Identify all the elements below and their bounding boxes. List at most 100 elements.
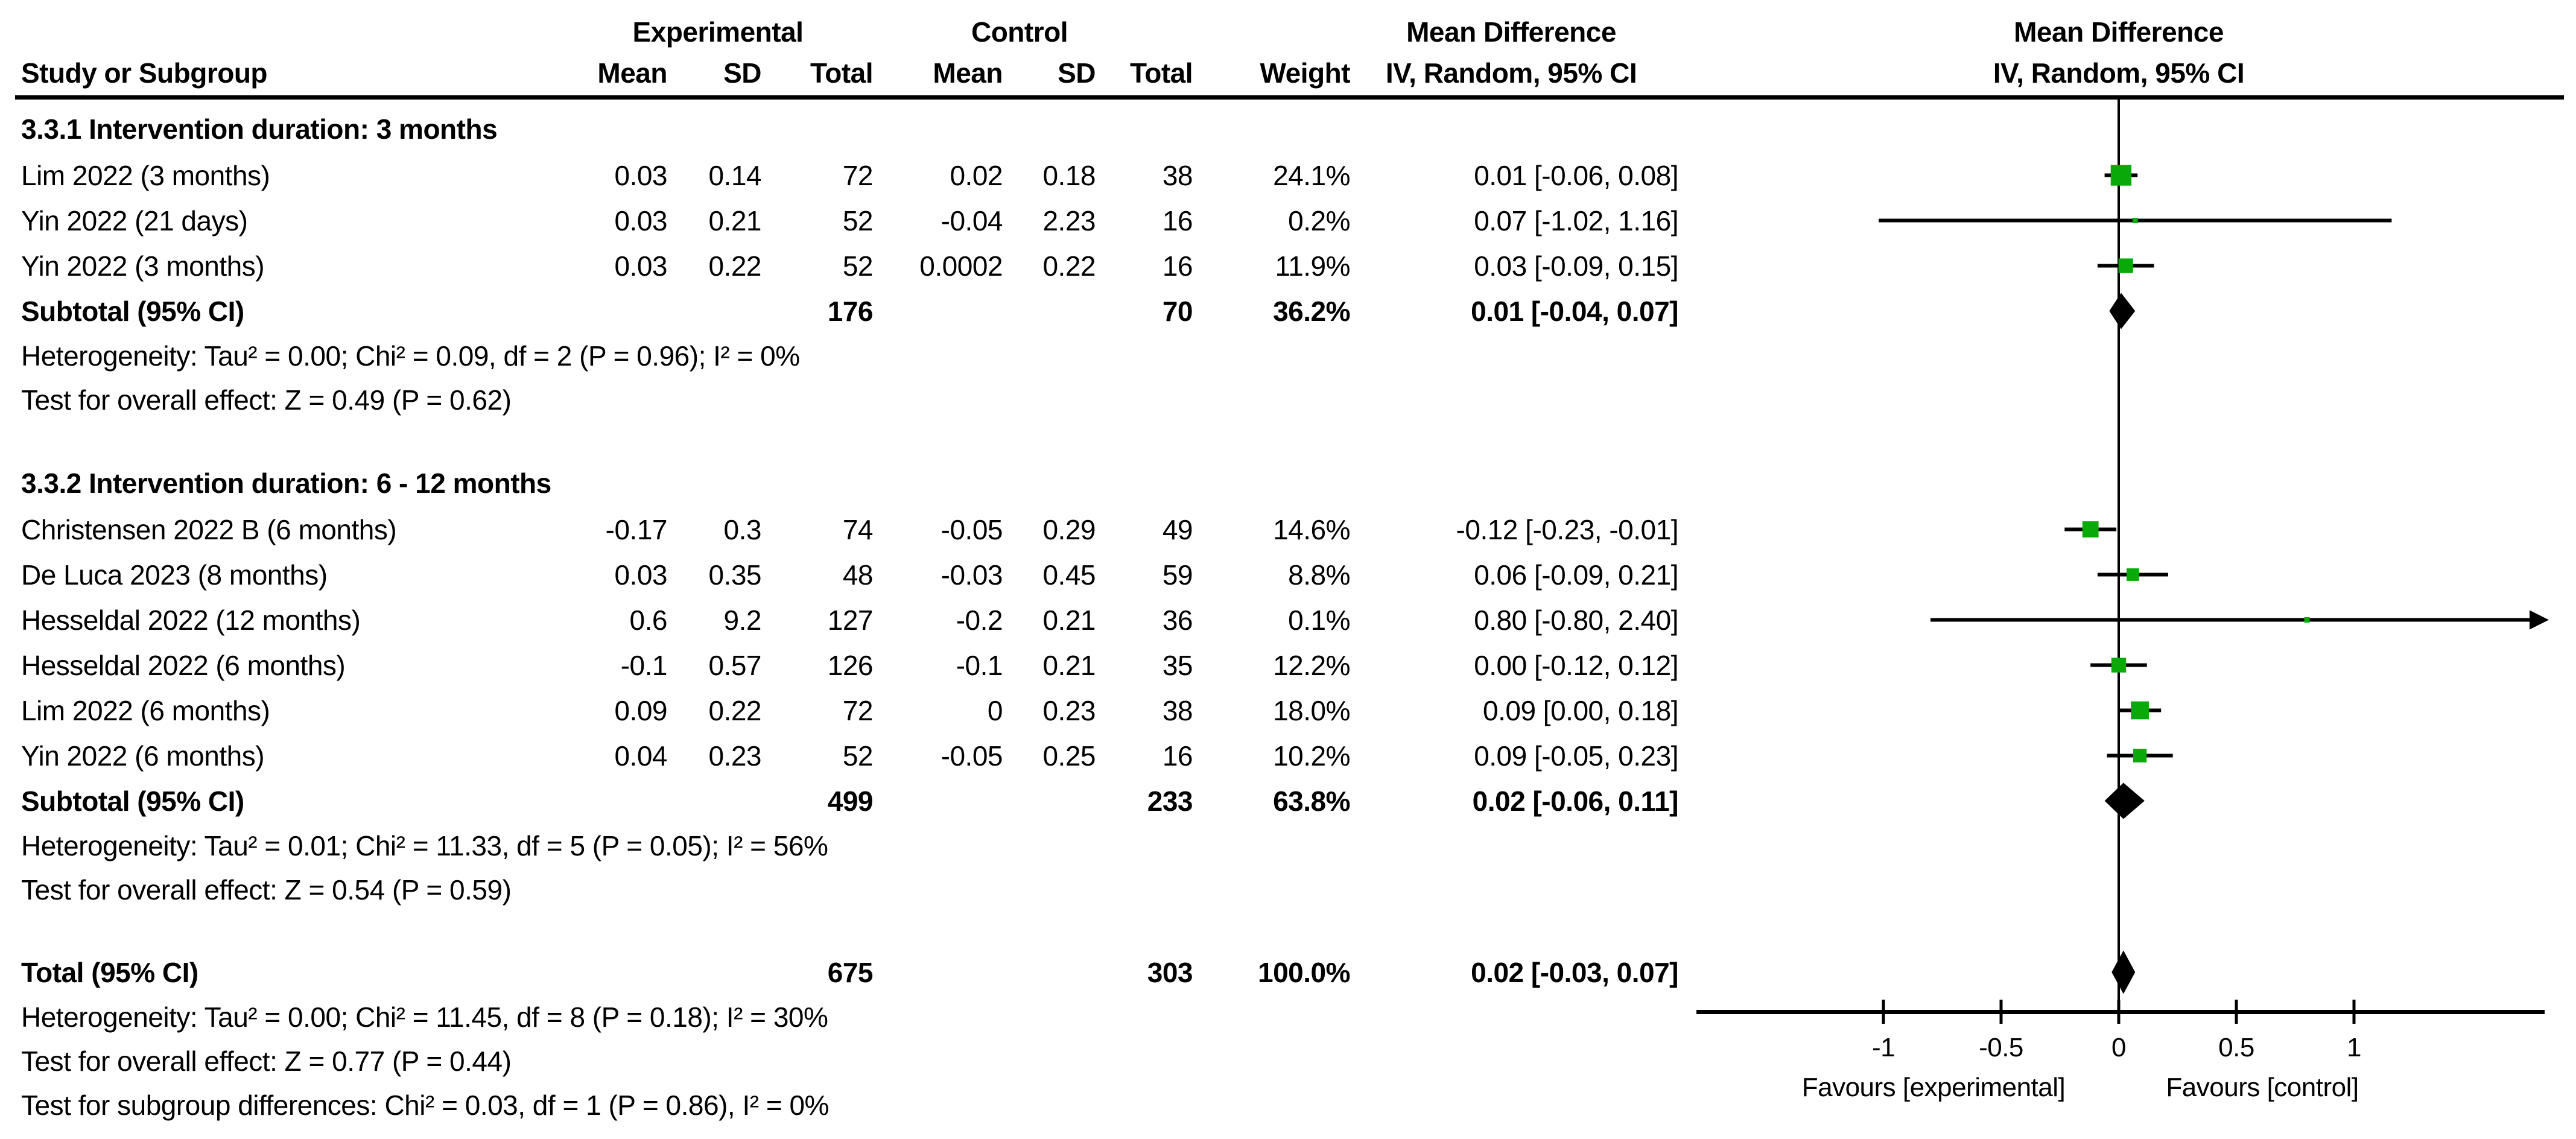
cell-ctl_mean: -0.1 [956,649,1003,681]
cell-ctl_sd: 0.21 [1042,604,1096,636]
column-header-exp-sd: SD [723,57,761,89]
column-group-mean-difference: Mean Difference [1406,16,1616,48]
cell-ctl_mean: -0.03 [941,559,1003,591]
cell-ctl_mean: -0.2 [956,604,1003,636]
cell-label: Lim 2022 (3 months) [21,159,270,191]
cell-ci_text: 0.09 [0.00, 0.18] [1483,694,1679,726]
column-header-ctl-sd: SD [1058,57,1096,89]
arrow-right-icon [2530,610,2549,630]
plot-subtitle: IV, Random, 95% CI [1993,57,2245,89]
subtotal-diamond [2104,782,2145,819]
cell-exp_total: 52 [842,205,874,236]
mean-square [2118,258,2133,273]
total-diamond [2111,950,2136,994]
cell-label: Heterogeneity: Tau² = 0.00; Chi² = 0.09,… [21,340,800,372]
cell-weight: 11.9% [1275,250,1350,282]
cell-ci_text: -0.12 [-0.23, -0.01] [1456,513,1679,545]
stat-row: Test for overall effect: Z = 0.49 (P = 0… [0,378,1689,422]
cell-ci_text: 0.01 [-0.06, 0.08] [1474,159,1678,191]
cell-label: Heterogeneity: Tau² = 0.01; Chi² = 11.33… [21,830,828,861]
cell-weight: 24.1% [1273,159,1350,191]
cell-label: Lim 2022 (6 months) [21,694,270,726]
cell-label: Subtotal (95% CI) [21,785,244,817]
cell-label: Yin 2022 (3 months) [21,250,265,282]
study-row: Yin 2022 (21 days) 0.03 0.21 52 -0.04 2.23 16 0… [0,198,1689,243]
axis-tick [2352,1000,2356,1024]
stat-row: Heterogeneity: Tau² = 0.01; Chi² = 11.33… [0,823,1689,868]
cell-label: Hesseldal 2022 (12 months) [21,604,361,636]
cell-exp_total: 52 [842,740,874,772]
cell-ctl_total: 59 [1162,559,1193,591]
cell-ctl_sd: 0.25 [1042,740,1096,772]
cell-ctl_total: 38 [1162,159,1193,191]
column-header-ci: IV, Random, 95% CI [1385,57,1637,89]
cell-exp_sd: 0.57 [708,649,761,681]
cell-ctl_sd: 0.18 [1042,159,1096,191]
cell-ctl_total: 36 [1162,604,1193,636]
cell-exp_mean: -0.17 [605,513,668,545]
cell-ctl_mean: 0.0002 [919,250,1003,282]
cell-label: Hesseldal 2022 (6 months) [21,649,346,681]
axis-tick-label: 0.5 [2218,1033,2254,1062]
cell-ci_text: 0.03 [-0.09, 0.15] [1474,250,1678,282]
cell-ctl_total: 16 [1162,250,1193,282]
cell-label: Test for overall effect: Z = 0.77 (P = 0… [21,1045,512,1077]
cell-ctl_sd: 0.23 [1042,694,1096,726]
cell-ctl_sd: 0.29 [1042,513,1096,545]
cell-exp_total: 52 [842,250,874,282]
cell-exp_mean: 0.04 [614,740,667,772]
plot-title: Mean Difference [2014,16,2224,48]
study-row: De Luca 2023 (8 months) 0.03 0.35 48 -0.03 0.… [0,552,1689,597]
cell-exp_mean: -0.1 [620,649,668,681]
study-row: Christensen 2022 B (6 months) -0.17 0.3 74 -… [0,507,1689,552]
column-header-study: Study or Subgroup [21,57,268,89]
cell-exp_sd: 0.22 [708,694,761,726]
cell-weight: 18.0% [1273,694,1350,726]
cell-exp_mean: 0.03 [614,205,667,236]
mean-square [2111,658,2127,673]
subtotal-row: Subtotal (95% CI) 176 70 36.2% 0.01 [-0.04, … [0,288,1689,334]
column-header-exp-total: Total [810,57,873,89]
cell-exp_sd: 9.2 [723,604,762,636]
cell-ctl_sd: 0.22 [1042,250,1096,282]
column-header-weight: Weight [1260,57,1351,89]
study-row: Lim 2022 (3 months) 0.03 0.14 72 0.02 0.18 38 2… [0,153,1689,198]
study-row: Yin 2022 (6 months) 0.04 0.23 52 -0.05 0.25 16… [0,733,1689,778]
axis-tick [1882,1000,1885,1024]
cell-ctl_mean: -0.04 [941,205,1003,236]
cell-exp_total: 499 [827,785,874,817]
study-row: Lim 2022 (6 months) 0.09 0.22 72 0 0.23 38 18.0… [0,688,1689,733]
mean-square [2127,568,2139,581]
cell-ctl_mean: 0.02 [950,159,1003,191]
cell-exp_sd: 0.14 [708,159,761,191]
ci-line [1930,618,2530,622]
cell-ctl_total: 49 [1162,513,1193,545]
cell-exp_mean: 0.03 [614,559,667,591]
column-header-ctl-mean: Mean [933,57,1003,89]
axis-tick-label: 1 [2347,1033,2361,1062]
cell-exp_total: 126 [827,649,874,681]
subtotal-row: Subtotal (95% CI) 499 233 63.8% 0.02 [-0.06,… [0,778,1689,823]
cell-weight: 10.2% [1273,740,1350,772]
cell-label: Test for subgroup differences: Chi² = 0.… [21,1089,829,1121]
cell-label: Christensen 2022 B (6 months) [21,513,397,545]
cell-exp_total: 48 [842,559,874,591]
subgroup-header-row: 3.3.1 Intervention duration: 3 months [0,106,1689,153]
cell-ctl_total: 233 [1147,785,1193,817]
mean-square [2133,749,2147,763]
study-row: Hesseldal 2022 (12 months) 0.6 9.2 127 -0.2 0… [0,597,1689,642]
cell-weight: 12.2% [1273,649,1350,681]
axis-tick [2235,1000,2238,1024]
favours-experimental-label: Favours [experimental] [1801,1073,2066,1102]
cell-ctl_sd: 0.45 [1042,559,1096,591]
cell-exp_sd: 0.3 [723,513,762,545]
cell-ctl_mean: -0.05 [941,740,1003,772]
cell-exp_total: 74 [842,513,874,545]
cell-exp_sd: 0.22 [708,250,761,282]
cell-label: Test for overall effect: Z = 0.54 (P = 0… [21,874,512,906]
cell-ctl_sd: 0.21 [1042,649,1096,681]
cell-exp_total: 176 [827,295,874,327]
stat-row: Test for overall effect: Z = 0.77 (P = 0… [0,1039,1689,1083]
stat-row: Heterogeneity: Tau² = 0.00; Chi² = 0.09,… [0,334,1689,378]
